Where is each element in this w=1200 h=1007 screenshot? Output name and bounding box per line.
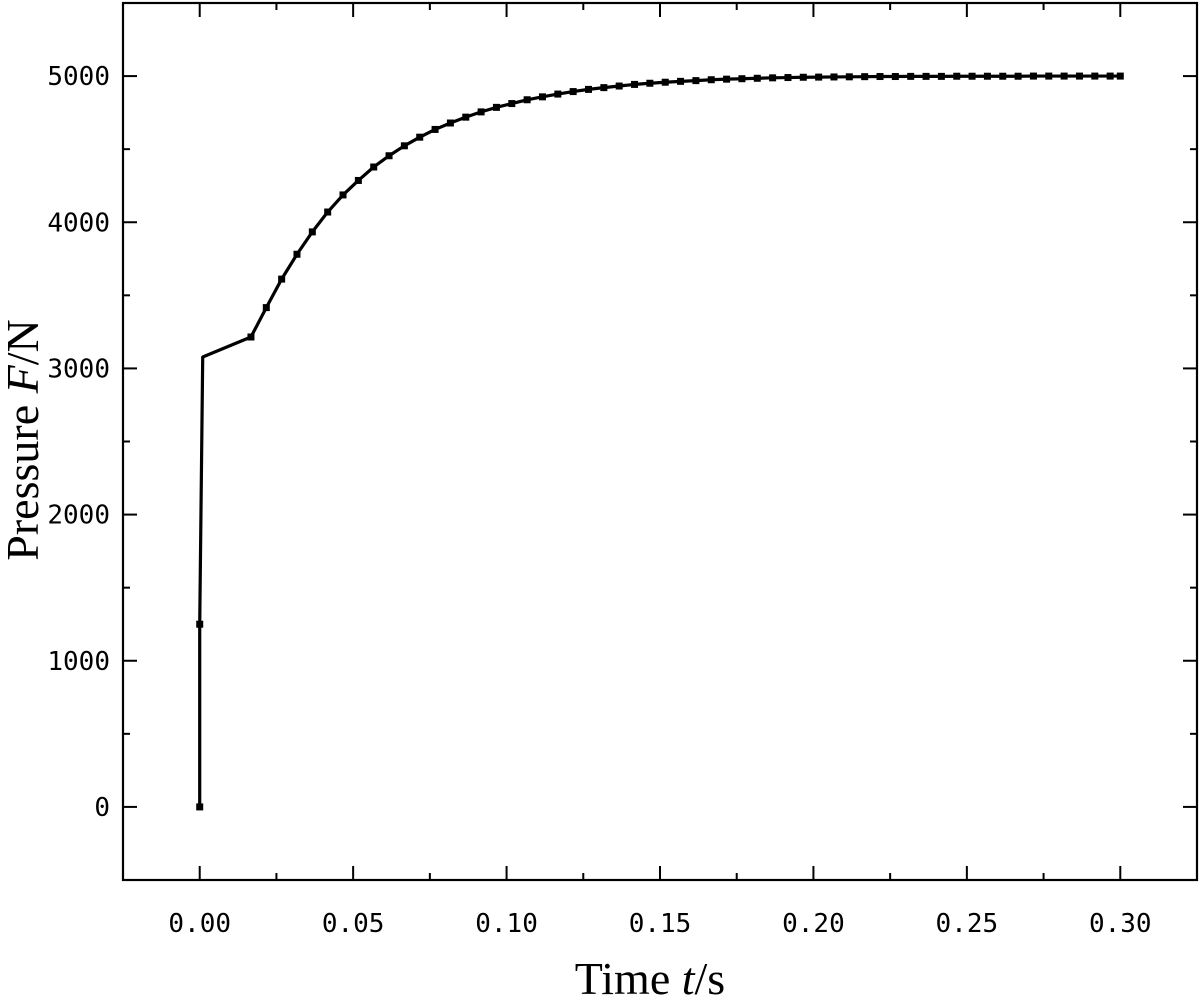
- data-point: [1116, 72, 1124, 80]
- data-point: [876, 73, 884, 81]
- data-point: [569, 88, 577, 96]
- data-point: [370, 163, 378, 171]
- y-tick-label: 0: [94, 793, 110, 823]
- data-point: [600, 84, 608, 92]
- data-point: [308, 228, 316, 236]
- axis-ticks: [123, 3, 1197, 880]
- x-axis-title-unit: /s: [695, 953, 726, 1004]
- x-tick-label: 0.15: [629, 909, 692, 939]
- data-point: [1075, 72, 1083, 80]
- data-point: [1029, 72, 1037, 80]
- data-point: [815, 73, 823, 81]
- data-point: [845, 73, 853, 81]
- plot-frame: [121, 1, 1199, 882]
- data-point: [1060, 72, 1068, 80]
- y-axis-title-unit: /N: [0, 319, 48, 365]
- x-axis-title-var: t: [682, 953, 696, 1004]
- data-point: [554, 90, 562, 98]
- y-tick-label: 3000: [47, 354, 110, 384]
- series-line: [198, 74, 1121, 807]
- data-point: [983, 72, 991, 80]
- data-point: [891, 73, 899, 81]
- x-axis-title-prefix: Time: [575, 953, 682, 1004]
- x-tick-label: 0.25: [936, 909, 999, 939]
- data-point: [646, 79, 654, 87]
- data-point: [738, 75, 746, 83]
- data-point: [1014, 72, 1022, 80]
- x-tick-label: 0.10: [475, 909, 538, 939]
- y-tick-label: 2000: [47, 501, 110, 531]
- data-point: [293, 250, 301, 258]
- data-point: [1106, 72, 1114, 80]
- data-point: [492, 103, 500, 111]
- data-point: [861, 73, 869, 81]
- data-point: [677, 77, 685, 85]
- data-point: [830, 73, 838, 81]
- y-tick-label: 4000: [47, 208, 110, 238]
- data-point: [339, 191, 347, 199]
- data-point: [937, 72, 945, 80]
- data-point: [462, 113, 470, 121]
- x-tick-label: 0.20: [782, 909, 845, 939]
- data-point: [723, 75, 731, 83]
- data-point: [446, 119, 454, 127]
- data-point: [247, 333, 255, 341]
- data-point: [324, 208, 332, 216]
- data-point: [431, 125, 439, 133]
- data-point: [585, 85, 593, 93]
- data-point: [631, 80, 639, 88]
- data-point: [753, 74, 761, 82]
- x-tick-label: 0.00: [168, 909, 231, 939]
- data-point: [508, 100, 516, 108]
- y-tick-label: 5000: [47, 62, 110, 92]
- x-axis-title: Time t/s: [575, 953, 725, 1004]
- data-point: [278, 275, 286, 283]
- data-point: [999, 72, 1007, 80]
- data-point: [538, 93, 546, 101]
- plot-border: [121, 1, 1199, 882]
- data-point: [196, 620, 204, 628]
- data-point: [769, 74, 777, 82]
- data-point: [262, 304, 270, 312]
- data-point: [922, 72, 930, 80]
- data-point: [400, 142, 408, 150]
- y-axis-title: Pressure F/N: [0, 319, 48, 560]
- data-point: [416, 133, 424, 141]
- y-axis-title-prefix: Pressure: [0, 393, 48, 560]
- data-point: [799, 73, 807, 81]
- x-tick-label: 0.30: [1089, 909, 1152, 939]
- data-point: [196, 803, 204, 811]
- data-point: [1091, 72, 1099, 80]
- data-point: [692, 77, 700, 85]
- data-point: [615, 82, 623, 90]
- data-point: [1045, 72, 1053, 80]
- data-point: [385, 152, 393, 160]
- series-layer: [196, 72, 1124, 811]
- data-point: [953, 72, 961, 80]
- data-point: [661, 78, 669, 86]
- data-point: [907, 72, 915, 80]
- x-tick-label: 0.05: [322, 909, 385, 939]
- y-axis-title-var: F: [0, 364, 48, 394]
- data-point: [784, 74, 792, 82]
- data-point: [523, 96, 531, 104]
- tick-labels: 0.00 0.05 0.10 0.15 0.20 0.25 0.30 0 1000 2000 300…: [47, 62, 1151, 939]
- data-point: [707, 76, 715, 84]
- data-point: [477, 108, 485, 116]
- y-tick-label: 1000: [47, 647, 110, 677]
- data-point: [968, 72, 976, 80]
- data-point: [354, 176, 362, 184]
